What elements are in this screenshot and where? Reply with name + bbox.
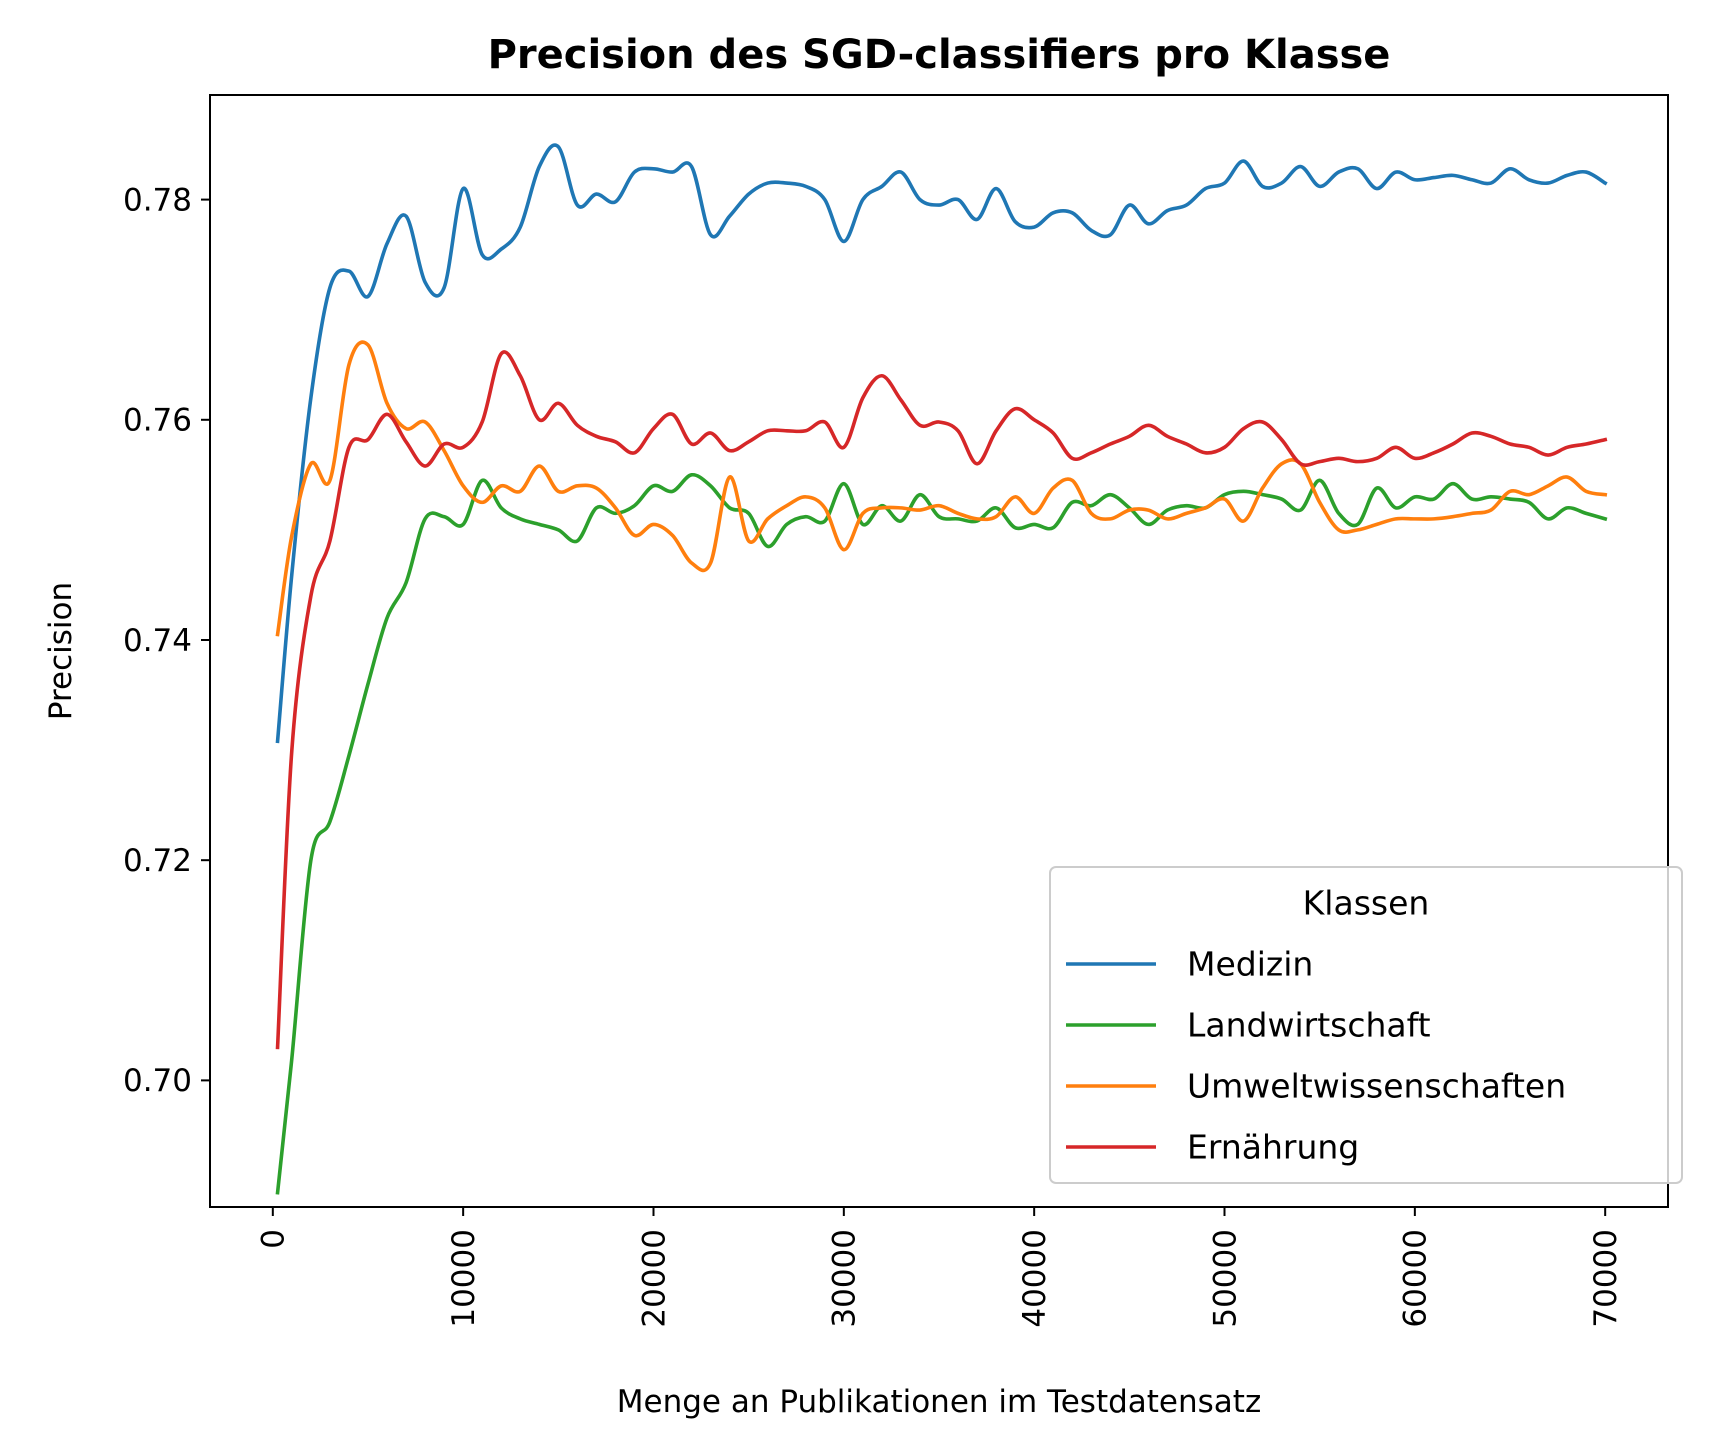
y-tick-label: 0.74 — [123, 623, 192, 659]
legend-label-umweltwissenschaften: Umweltwissenschaften — [1187, 1067, 1566, 1106]
series-line-landwirtschaft — [275, 473, 1608, 1195]
series-line-ernaehrung — [275, 350, 1608, 1050]
x-tick-label: 50000 — [1207, 1229, 1243, 1328]
x-axis: 0 10000 20000 30000 40000 50000 60000 70000 — [256, 1207, 1624, 1328]
x-axis-title: Menge an Publikationen im Testdatensatz — [617, 1384, 1261, 1420]
x-tick-label: 60000 — [1398, 1229, 1434, 1328]
legend-label-medizin: Medizin — [1187, 945, 1313, 984]
series-line-umweltwissenschaften — [275, 340, 1608, 637]
legend-label-landwirtschaft: Landwirtschaft — [1187, 1006, 1431, 1045]
series-line-medizin — [275, 143, 1608, 744]
plot-area — [209, 94, 1669, 1208]
y-axis: 0.70 0.72 0.74 0.76 0.78 — [123, 182, 210, 1099]
plot-frame — [209, 94, 1669, 1208]
legend-title: Klassen — [1303, 884, 1430, 923]
y-axis-title: Precision — [43, 582, 79, 720]
legend-box — [1049, 866, 1683, 1184]
x-tick-label: 70000 — [1588, 1229, 1624, 1328]
x-tick-label: 0 — [256, 1229, 292, 1249]
legend: Klassen Medizin Landwirtschaft Umweltwissen… — [1049, 866, 1683, 1184]
x-tick-label: 10000 — [446, 1229, 482, 1328]
series-lines — [275, 143, 1608, 1195]
y-tick-label: 0.70 — [123, 1063, 192, 1099]
y-tick-label: 0.72 — [123, 843, 192, 879]
x-tick-label: 20000 — [636, 1229, 672, 1328]
x-tick-label: 40000 — [1017, 1229, 1053, 1328]
legend-label-ernaehrung: Ernährung — [1187, 1128, 1359, 1167]
y-tick-label: 0.78 — [123, 182, 192, 218]
chart-title: Precision des SGD-classifiers pro Klasse — [488, 32, 1391, 78]
y-tick-label: 0.76 — [123, 403, 192, 439]
x-tick-label: 30000 — [827, 1229, 863, 1328]
